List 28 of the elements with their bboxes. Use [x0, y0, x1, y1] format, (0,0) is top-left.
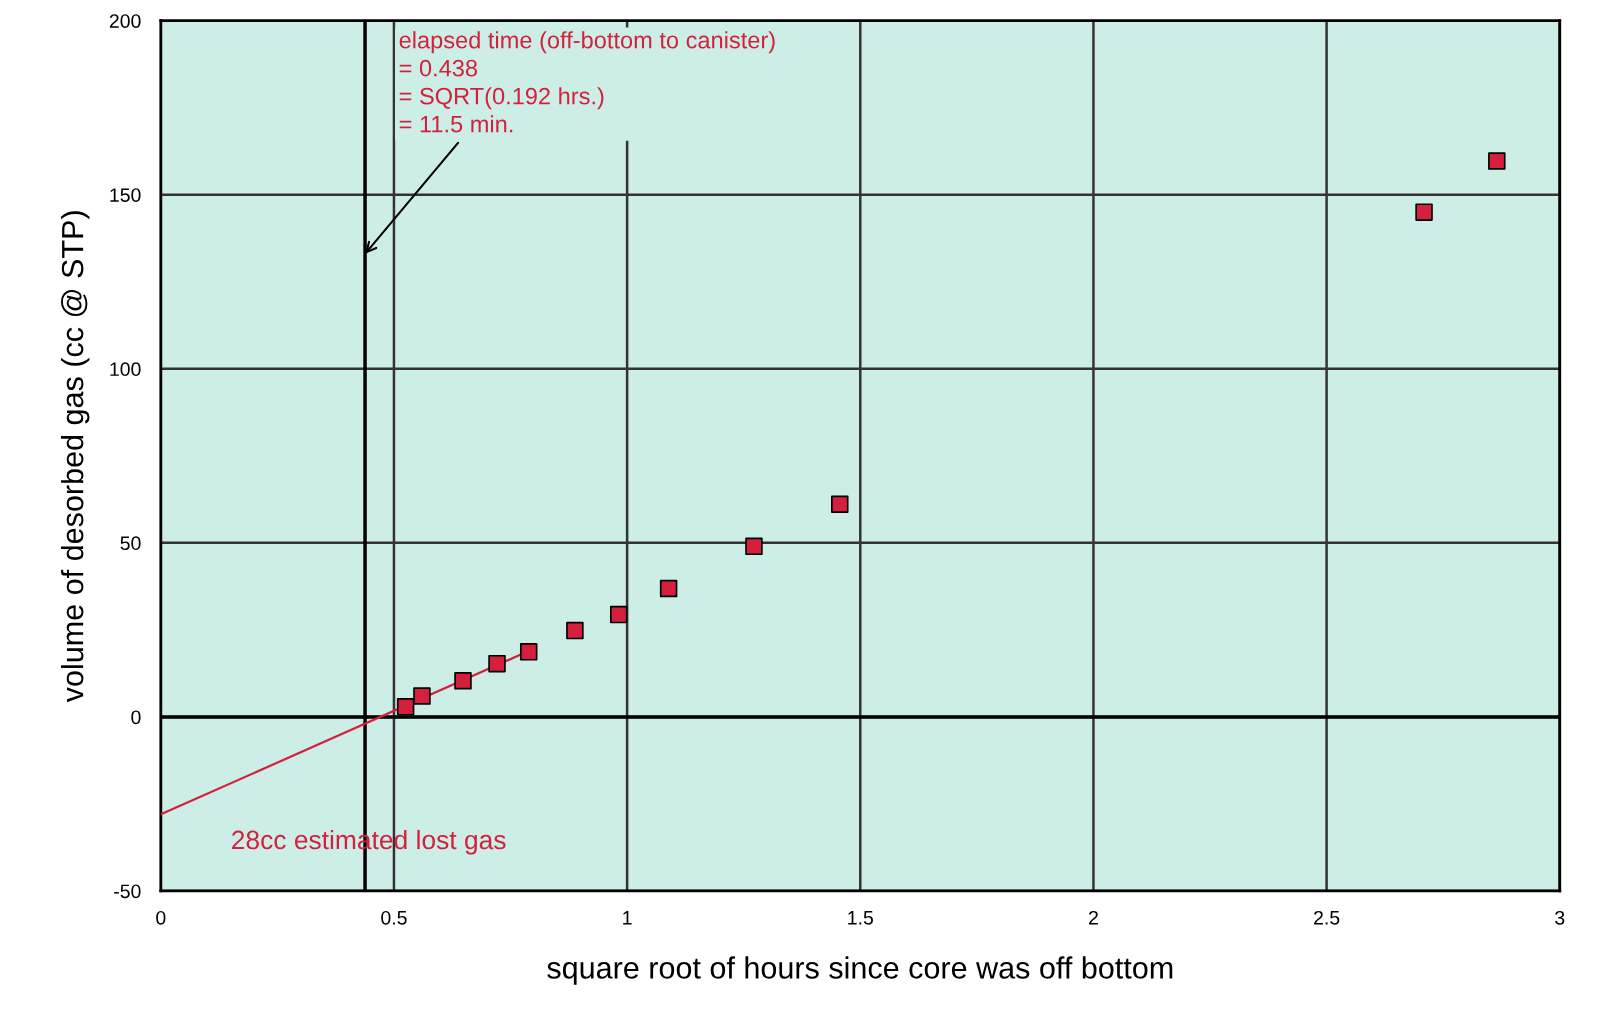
point — [519, 643, 538, 661]
point — [1488, 152, 1506, 170]
x-tick-label: 3 — [1555, 910, 1565, 925]
x-axis-title: square root of hours since core was off bottom — [547, 956, 1173, 985]
x-tick-label: 0.5 — [381, 910, 407, 925]
x-tick-label: 0 — [156, 910, 166, 925]
point — [831, 495, 849, 513]
x-tick-label: 2.5 — [1314, 910, 1340, 925]
point — [566, 621, 584, 640]
x-tick-label: 1.5 — [848, 911, 873, 925]
x-tick-label: 2 — [1089, 910, 1098, 925]
y-axis-title: volume of desorbed gas (cc @ STP) — [60, 211, 90, 703]
point — [609, 605, 628, 624]
point — [1415, 203, 1433, 221]
point — [745, 537, 763, 556]
point — [413, 687, 431, 705]
y-tick-label: 200 — [109, 14, 141, 28]
annotation: elapsed time (off-bottom to canister) = 0.438 = SQRT(0.192 hrs.) = 11.5 min. — [399, 31, 775, 133]
y-tick-label: 0 — [131, 710, 141, 725]
y-tick-label: 50 — [120, 536, 141, 551]
point — [659, 579, 678, 598]
y-tick-label: 150 — [110, 188, 141, 203]
x-tick-label: 1 — [623, 911, 632, 925]
y-tick-label: 100 — [110, 362, 141, 377]
point — [454, 671, 472, 690]
y-tick-label: -50 — [114, 884, 141, 899]
point — [396, 698, 415, 716]
point — [488, 654, 506, 673]
